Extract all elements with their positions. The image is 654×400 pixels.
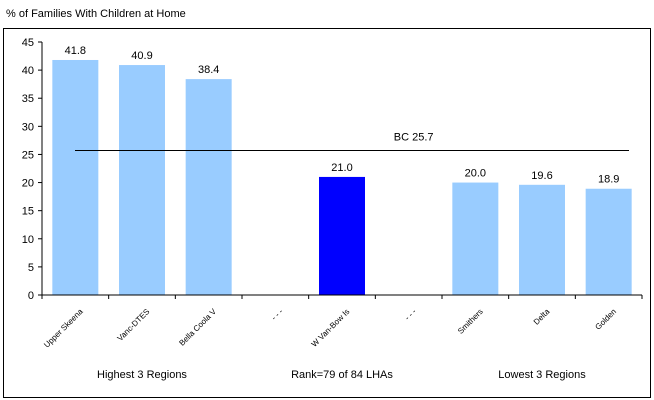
chart-frame: BC 25.7 0 5 10 15 20 25 30 35 40 45 41.8 40.9 38.4 21.… xyxy=(3,28,651,398)
y-tick-label: 20 xyxy=(22,178,34,190)
x-tick-label: Delta xyxy=(532,307,552,327)
y-tick-label: 40 xyxy=(22,65,34,77)
group-label: Lowest 3 Regions xyxy=(498,369,586,381)
x-tick-label: Bella Coola V xyxy=(177,307,218,348)
data-label: 18.9 xyxy=(598,174,619,186)
y-tick-label: 25 xyxy=(22,149,34,161)
group-label: Highest 3 Regions xyxy=(97,369,187,381)
bar xyxy=(519,184,565,295)
y-tick-label: 45 xyxy=(22,37,34,49)
x-tick-label: W Van-Bow Is xyxy=(310,307,352,349)
bar-highlighted xyxy=(319,176,365,295)
bar xyxy=(119,65,165,295)
y-tick-label: 30 xyxy=(22,121,34,133)
data-label: 20.0 xyxy=(465,168,486,180)
data-label: 19.6 xyxy=(531,170,552,182)
bar xyxy=(585,188,632,295)
bar-chart: BC 25.7 0 5 10 15 20 25 30 35 40 45 41.8 40.9 38.4 21.… xyxy=(22,37,643,381)
x-tick-label: Vanc-DTES xyxy=(116,307,152,343)
x-tick-label: Upper Skeena xyxy=(42,307,85,350)
y-tick-label: 35 xyxy=(22,93,34,105)
data-label: 38.4 xyxy=(198,64,219,76)
data-label: 41.8 xyxy=(65,45,86,57)
data-label: 40.9 xyxy=(131,50,152,62)
y-tick-label: 10 xyxy=(22,234,34,246)
reference-line-label: BC 25.7 xyxy=(394,132,434,144)
bar xyxy=(452,182,499,295)
x-tick-label: - - - xyxy=(270,307,285,322)
data-label: 21.0 xyxy=(331,162,352,174)
y-tick-label: 0 xyxy=(28,290,34,302)
y-tick-label: 5 xyxy=(28,262,34,274)
group-label: Rank=79 of 84 LHAs xyxy=(291,369,393,381)
chart-title: % of Families With Children at Home xyxy=(6,8,186,20)
x-tick-label: Golden xyxy=(593,307,618,332)
x-tick-label: Smithers xyxy=(456,307,485,336)
bar xyxy=(185,79,232,296)
x-tick-label: - - - xyxy=(403,307,418,322)
y-tick-label: 15 xyxy=(22,206,34,218)
bar xyxy=(52,59,99,295)
